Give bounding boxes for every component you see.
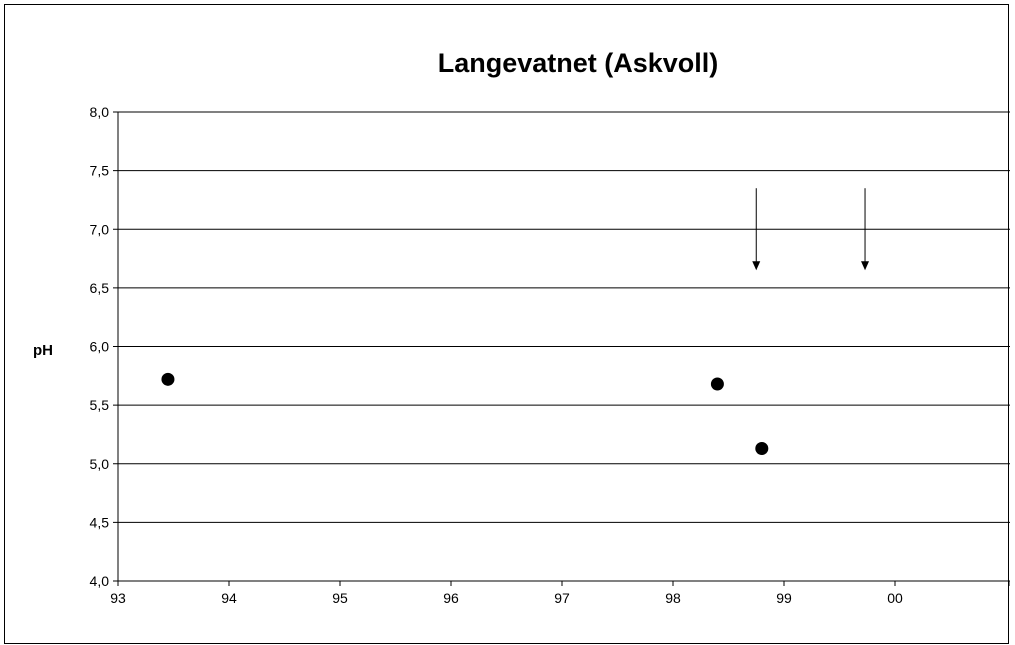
y-tick-label: 8,0	[90, 104, 110, 120]
y-tick-label: 6,0	[90, 339, 110, 355]
data-point	[710, 377, 724, 391]
y-tick-label: 5,0	[90, 456, 110, 472]
down-arrow-head	[861, 261, 870, 271]
data-point	[161, 372, 175, 386]
data-point	[755, 442, 769, 456]
gridlines	[118, 111, 1010, 523]
y-axis-label: pH	[33, 342, 53, 359]
x-tick-label: 94	[221, 590, 237, 606]
chart-frame: Langevatnet (Askvoll) pH 4,0 4,5 5,0 5,5 6,0…	[4, 4, 1010, 644]
down-arrow-head	[752, 261, 761, 271]
annotations	[752, 188, 870, 271]
x-tick-label: 96	[443, 590, 459, 606]
y-tick-label: 6,5	[90, 280, 110, 296]
x-tick-label: 97	[554, 590, 570, 606]
y-tick-label: 4,0	[90, 573, 110, 589]
y-tick-label: 4,5	[90, 514, 110, 530]
data-points	[161, 372, 769, 456]
y-tick-label: 7,5	[90, 163, 110, 179]
y-tick-label: 5,5	[90, 397, 110, 413]
x-axis-ticks: 93 94 95 96 97 98 99 00	[110, 581, 1010, 606]
scatter-chart: Langevatnet (Askvoll) pH 4,0 4,5 5,0 5,5 6,0…	[33, 48, 1010, 606]
x-tick-label: 93	[110, 590, 126, 606]
x-tick-label: 00	[887, 590, 903, 606]
x-tick-label: 99	[776, 590, 792, 606]
chart-title: Langevatnet (Askvoll)	[438, 48, 719, 78]
x-tick-label: 95	[332, 590, 348, 606]
y-tick-label: 7,0	[90, 221, 110, 237]
x-tick-label: 98	[665, 590, 681, 606]
y-axis-ticks: 4,0 4,5 5,0 5,5 6,0 6,5 7,0 7,5 8,0	[90, 104, 118, 589]
